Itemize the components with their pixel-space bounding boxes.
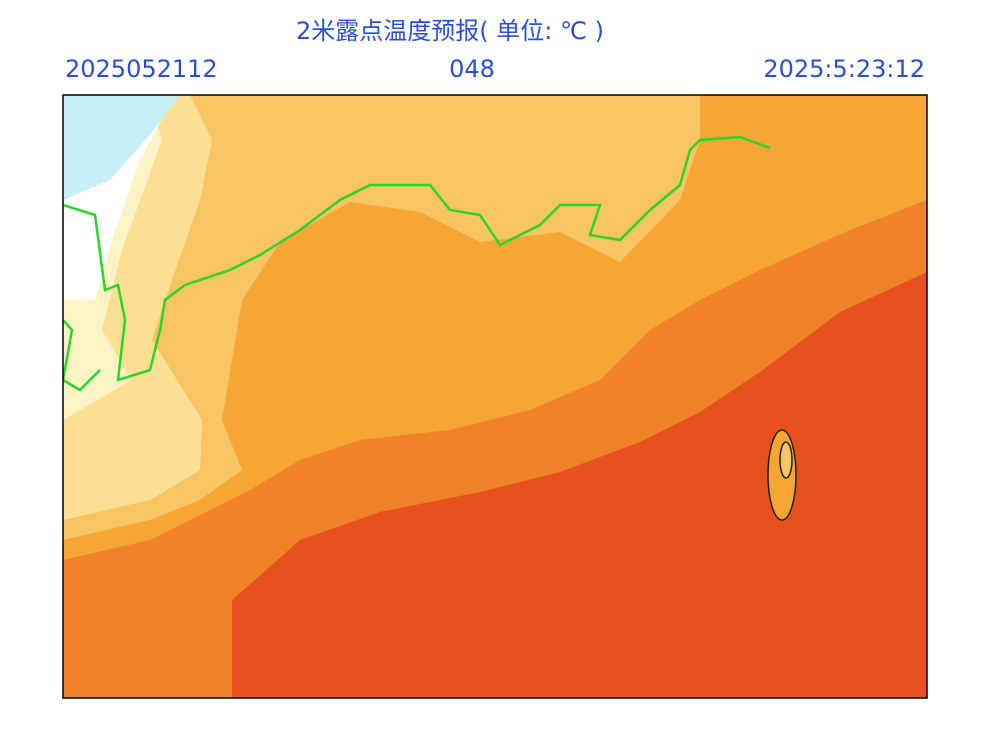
- zone-24-28: [232, 272, 927, 698]
- river-west: [63, 319, 101, 392]
- zone-cold: [63, 95, 180, 200]
- map-field: [63, 95, 927, 698]
- taiwan-core: [779, 441, 793, 479]
- title: 2米露点温度预报( 单位: ℃ ): [296, 17, 604, 45]
- init-time: 2025052112: [65, 55, 218, 83]
- forecast-hour: 048: [449, 55, 495, 83]
- zone-12-16: [63, 95, 700, 540]
- river: [63, 135, 771, 382]
- valid-time: 2025:5:23:12: [763, 55, 925, 83]
- map-frame: [62, 94, 928, 699]
